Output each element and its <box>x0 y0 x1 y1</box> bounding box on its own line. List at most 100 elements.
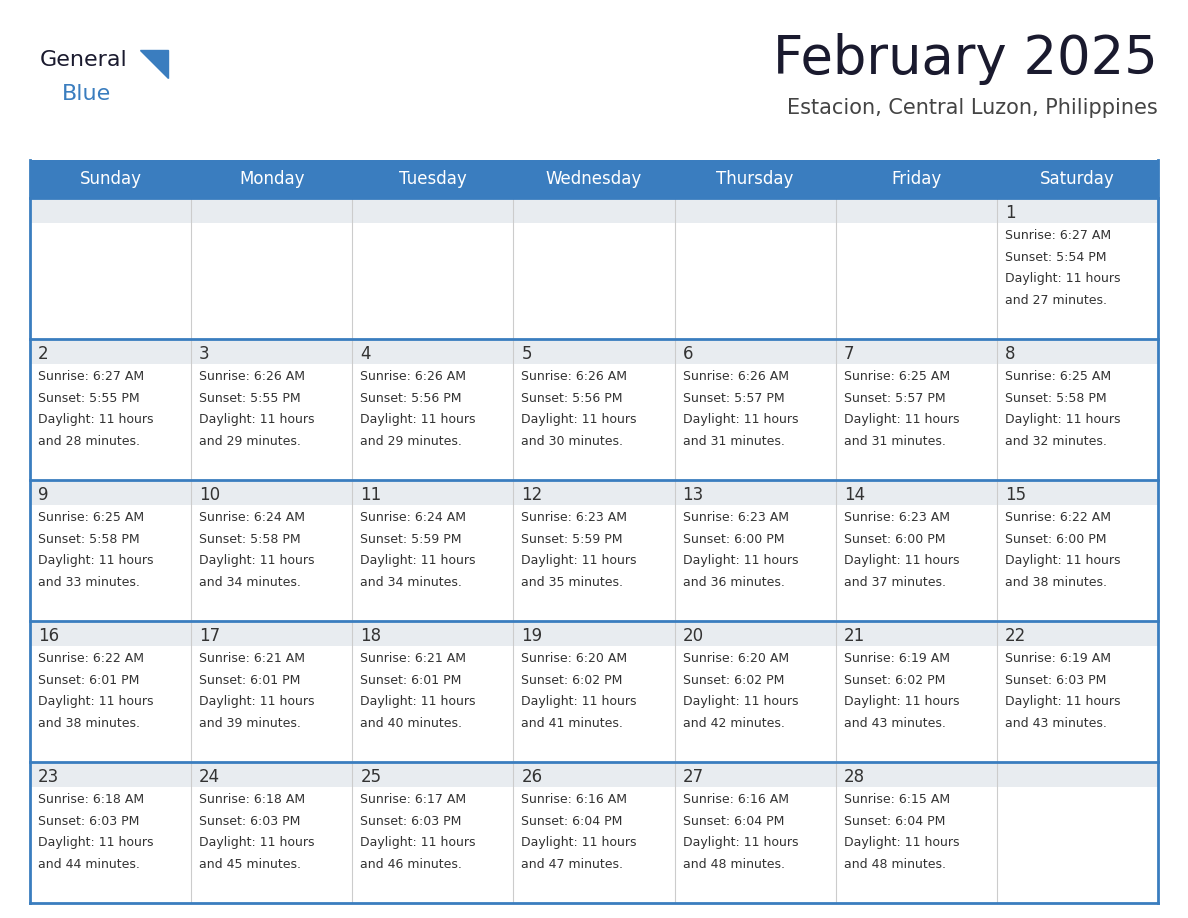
Text: 28: 28 <box>843 768 865 786</box>
Text: Sunset: 5:58 PM: Sunset: 5:58 PM <box>38 532 140 545</box>
Bar <box>191 621 353 762</box>
Bar <box>675 762 835 903</box>
Text: 21: 21 <box>843 627 865 645</box>
Polygon shape <box>140 50 168 78</box>
Text: and 48 minutes.: and 48 minutes. <box>843 858 946 871</box>
Bar <box>30 339 191 364</box>
Text: and 43 minutes.: and 43 minutes. <box>1005 717 1107 730</box>
Bar <box>191 339 353 480</box>
Text: and 34 minutes.: and 34 minutes. <box>200 577 301 589</box>
Text: 6: 6 <box>683 345 693 363</box>
Text: and 45 minutes.: and 45 minutes. <box>200 858 301 871</box>
Bar <box>30 762 191 787</box>
Text: and 27 minutes.: and 27 minutes. <box>1005 295 1107 308</box>
Text: and 33 minutes.: and 33 minutes. <box>38 577 140 589</box>
Text: General: General <box>40 50 128 70</box>
Text: Sunset: 5:59 PM: Sunset: 5:59 PM <box>522 532 623 545</box>
Bar <box>30 198 191 223</box>
Text: 23: 23 <box>38 768 59 786</box>
Text: Daylight: 11 hours: Daylight: 11 hours <box>360 413 475 426</box>
Bar <box>513 762 675 903</box>
Bar <box>835 762 997 903</box>
Text: 17: 17 <box>200 627 220 645</box>
Bar <box>675 621 835 762</box>
Text: Sunrise: 6:23 AM: Sunrise: 6:23 AM <box>522 510 627 523</box>
Text: Daylight: 11 hours: Daylight: 11 hours <box>683 413 798 426</box>
Text: Daylight: 11 hours: Daylight: 11 hours <box>200 554 315 567</box>
Text: 5: 5 <box>522 345 532 363</box>
Bar <box>675 339 835 480</box>
Bar <box>675 339 835 364</box>
Text: Sunrise: 6:26 AM: Sunrise: 6:26 AM <box>360 370 466 383</box>
Text: Sunset: 5:54 PM: Sunset: 5:54 PM <box>1005 251 1106 263</box>
Bar <box>513 198 675 223</box>
Text: Sunrise: 6:27 AM: Sunrise: 6:27 AM <box>38 370 144 383</box>
Text: Sunrise: 6:26 AM: Sunrise: 6:26 AM <box>200 370 305 383</box>
Bar <box>353 339 513 480</box>
Bar <box>191 480 353 621</box>
Text: and 36 minutes.: and 36 minutes. <box>683 577 784 589</box>
Bar <box>835 339 997 480</box>
Bar <box>30 621 191 645</box>
Text: Sunrise: 6:19 AM: Sunrise: 6:19 AM <box>843 652 949 665</box>
Bar <box>353 198 513 339</box>
Text: Sunset: 5:57 PM: Sunset: 5:57 PM <box>683 392 784 405</box>
Text: 14: 14 <box>843 486 865 504</box>
Bar <box>353 762 513 787</box>
Text: Sunrise: 6:17 AM: Sunrise: 6:17 AM <box>360 792 467 806</box>
Bar <box>675 480 835 621</box>
Text: and 40 minutes.: and 40 minutes. <box>360 717 462 730</box>
Text: Monday: Monday <box>239 170 304 188</box>
Text: Sunrise: 6:22 AM: Sunrise: 6:22 AM <box>1005 510 1111 523</box>
Text: Sunset: 6:03 PM: Sunset: 6:03 PM <box>38 814 139 827</box>
Text: Tuesday: Tuesday <box>399 170 467 188</box>
Text: and 37 minutes.: and 37 minutes. <box>843 577 946 589</box>
Text: and 47 minutes.: and 47 minutes. <box>522 858 624 871</box>
Bar <box>30 480 191 505</box>
Text: Sunrise: 6:26 AM: Sunrise: 6:26 AM <box>522 370 627 383</box>
Bar <box>997 198 1158 223</box>
Bar <box>835 198 997 339</box>
Bar <box>835 621 997 762</box>
Text: Daylight: 11 hours: Daylight: 11 hours <box>1005 554 1120 567</box>
Text: Sunset: 5:58 PM: Sunset: 5:58 PM <box>200 532 301 545</box>
Text: and 43 minutes.: and 43 minutes. <box>843 717 946 730</box>
Bar <box>997 762 1158 903</box>
Text: Sunset: 6:02 PM: Sunset: 6:02 PM <box>683 674 784 687</box>
Bar <box>997 339 1158 480</box>
Bar <box>997 339 1158 364</box>
Text: Daylight: 11 hours: Daylight: 11 hours <box>683 554 798 567</box>
Text: and 44 minutes.: and 44 minutes. <box>38 858 140 871</box>
Bar <box>191 762 353 787</box>
Text: Sunset: 6:02 PM: Sunset: 6:02 PM <box>522 674 623 687</box>
Bar <box>353 480 513 621</box>
Text: Blue: Blue <box>62 84 112 104</box>
Text: and 29 minutes.: and 29 minutes. <box>200 435 301 448</box>
Text: 25: 25 <box>360 768 381 786</box>
Text: 3: 3 <box>200 345 210 363</box>
Text: and 32 minutes.: and 32 minutes. <box>1005 435 1107 448</box>
Text: Sunset: 5:55 PM: Sunset: 5:55 PM <box>38 392 140 405</box>
Text: Daylight: 11 hours: Daylight: 11 hours <box>1005 413 1120 426</box>
Bar <box>997 480 1158 505</box>
Text: 26: 26 <box>522 768 543 786</box>
Text: Daylight: 11 hours: Daylight: 11 hours <box>200 836 315 849</box>
Text: Sunset: 6:00 PM: Sunset: 6:00 PM <box>683 532 784 545</box>
Bar <box>191 339 353 364</box>
Bar <box>30 160 1158 198</box>
Bar <box>353 339 513 364</box>
Bar <box>513 621 675 762</box>
Text: Sunset: 6:01 PM: Sunset: 6:01 PM <box>200 674 301 687</box>
Bar <box>675 762 835 787</box>
Text: Daylight: 11 hours: Daylight: 11 hours <box>200 413 315 426</box>
Text: Friday: Friday <box>891 170 941 188</box>
Bar <box>30 762 191 903</box>
Text: Sunset: 5:56 PM: Sunset: 5:56 PM <box>522 392 623 405</box>
Bar <box>675 198 835 339</box>
Bar <box>191 621 353 645</box>
Text: Daylight: 11 hours: Daylight: 11 hours <box>683 696 798 709</box>
Bar <box>835 480 997 505</box>
Bar <box>30 621 191 762</box>
Text: 11: 11 <box>360 486 381 504</box>
Text: Sunrise: 6:18 AM: Sunrise: 6:18 AM <box>200 792 305 806</box>
